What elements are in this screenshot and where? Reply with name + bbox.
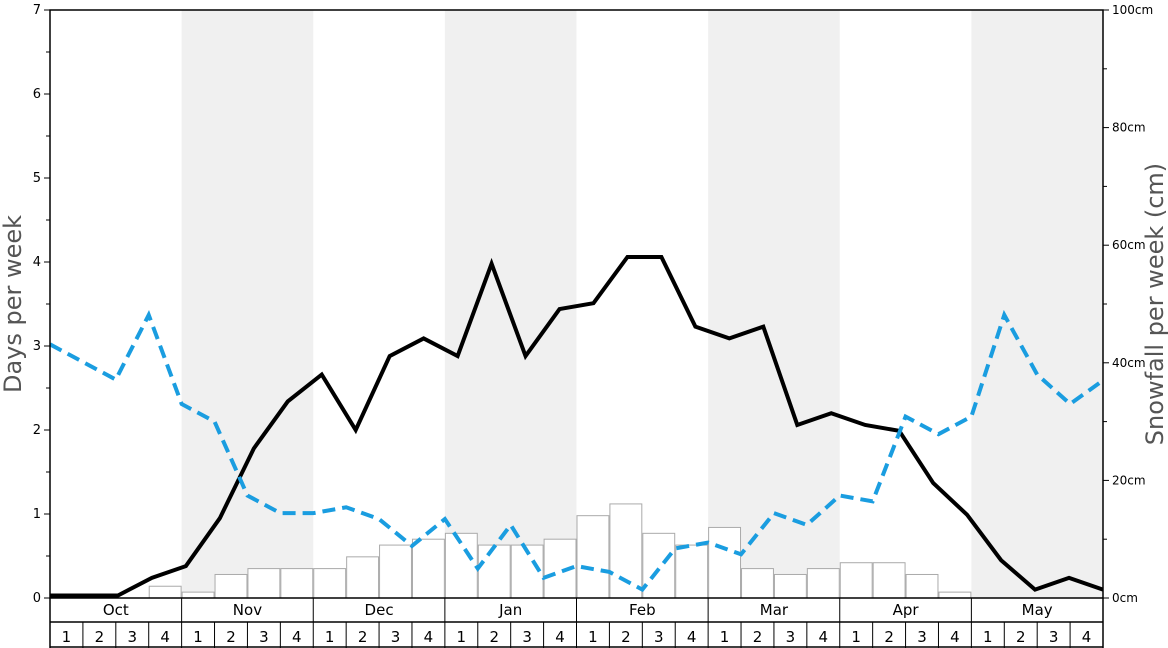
left-tick-label: 4 (33, 255, 41, 270)
week-label: 1 (588, 628, 598, 646)
week-label: 1 (720, 628, 730, 646)
left-tick-label: 5 (33, 171, 41, 186)
left-axis: 0 1 2 3 4 5 6 7 (33, 3, 50, 606)
left-tick-label: 3 (33, 339, 41, 354)
week-label: 3 (391, 628, 401, 646)
month-label-jan: Jan (498, 601, 522, 619)
week-label: 2 (95, 628, 105, 646)
month-label-mar: Mar (760, 601, 789, 619)
snowfall-bar (609, 503, 643, 599)
snowfall-bar (773, 573, 807, 599)
month-shade-mar (708, 10, 840, 598)
month-label-nov: Nov (233, 601, 262, 619)
week-label: 3 (127, 628, 137, 646)
day-lines (49, 254, 1105, 598)
snowfall-bar (642, 532, 676, 599)
week-label: 4 (950, 628, 960, 646)
left-tick-label: 6 (33, 87, 41, 102)
snowfall-bar (938, 591, 972, 599)
week-label: 3 (654, 628, 664, 646)
snowfall-bar (247, 568, 281, 599)
month-label-feb: Feb (629, 601, 656, 619)
snowfall-bar (444, 532, 478, 599)
week-label: 2 (489, 628, 499, 646)
week-label: 1 (983, 628, 993, 646)
snowfall-bar (675, 544, 709, 599)
left-tick-label: 7 (33, 3, 41, 18)
solid-series-line (50, 254, 1104, 598)
right-tick-label: 0cm (1112, 591, 1138, 605)
snowfall-bar (839, 562, 873, 599)
week-label: 4 (1082, 628, 1092, 646)
week-label: 2 (884, 628, 894, 646)
week-label: 4 (292, 628, 302, 646)
snowfall-bar (411, 538, 445, 599)
week-label: 1 (457, 628, 467, 646)
week-label: 2 (753, 628, 763, 646)
week-label: 1 (325, 628, 335, 646)
week-label: 4 (160, 628, 170, 646)
week-label: 4 (687, 628, 697, 646)
month-label-may: May (1022, 601, 1053, 619)
snowfall-bar (872, 562, 906, 599)
week-label: 4 (819, 628, 829, 646)
snowfall-bar (280, 568, 314, 599)
month-shade-nov (181, 10, 314, 598)
dashed-series-line (49, 309, 1105, 593)
week-label: 3 (786, 628, 796, 646)
week-label: 3 (1049, 628, 1059, 646)
snowfall-bar (708, 526, 742, 599)
snowfall-bar (576, 515, 610, 599)
month-label-dec: Dec (365, 601, 394, 619)
left-tick-label: 2 (33, 423, 41, 438)
month-label-oct: Oct (103, 601, 129, 619)
week-label: 3 (522, 628, 532, 646)
snowfall-bar (741, 568, 774, 599)
right-tick-label: 80cm (1112, 121, 1146, 135)
left-tick-label: 0 (33, 591, 41, 606)
snowfall-bar (477, 544, 511, 599)
week-label: 4 (424, 628, 434, 646)
snowfall-bar (379, 544, 412, 599)
right-tick-label: 40cm (1112, 356, 1146, 370)
right-tick-label: 60cm (1112, 238, 1146, 252)
snowfall-bar (313, 568, 347, 599)
snowfall-bar (148, 585, 182, 599)
week-label: 3 (259, 628, 269, 646)
week-label: 2 (1016, 628, 1026, 646)
right-tick-label: 100cm (1112, 3, 1153, 17)
week-label: 4 (555, 628, 565, 646)
week-label: 1 (62, 628, 72, 646)
week-label: 2 (226, 628, 236, 646)
week-label: 2 (358, 628, 368, 646)
right-tick-label: 20cm (1112, 473, 1146, 487)
right-axis: 0cm 20cm 40cm 60cm 80cm 100cm (1103, 3, 1153, 605)
month-shade-jan (444, 10, 577, 598)
left-tick-label: 1 (33, 507, 41, 522)
month-shade-may (971, 10, 1103, 598)
x-axis: Oct 1 2 3 4 Nov 1 2 3 4 Dec 1 2 3 4 Jan 1 2 3 4 Feb 1 2 3 4 Mar 1 2… (49, 598, 1104, 648)
snowfall-bar (806, 568, 840, 599)
month-label-apr: Apr (893, 601, 920, 619)
snowfall-bar (905, 573, 939, 599)
week-label: 3 (917, 628, 927, 646)
month-shading (181, 10, 1103, 598)
right-axis-title: Snowfall per week (cm) (1141, 163, 1168, 445)
snowfall-bars (148, 503, 972, 599)
week-label: 1 (851, 628, 861, 646)
snowfall-bar (214, 573, 248, 599)
snowfall-bar (181, 591, 215, 599)
snowfall-bar (346, 556, 380, 599)
week-label: 2 (621, 628, 631, 646)
left-axis-title: Days per week (0, 215, 27, 393)
week-label: 1 (193, 628, 203, 646)
